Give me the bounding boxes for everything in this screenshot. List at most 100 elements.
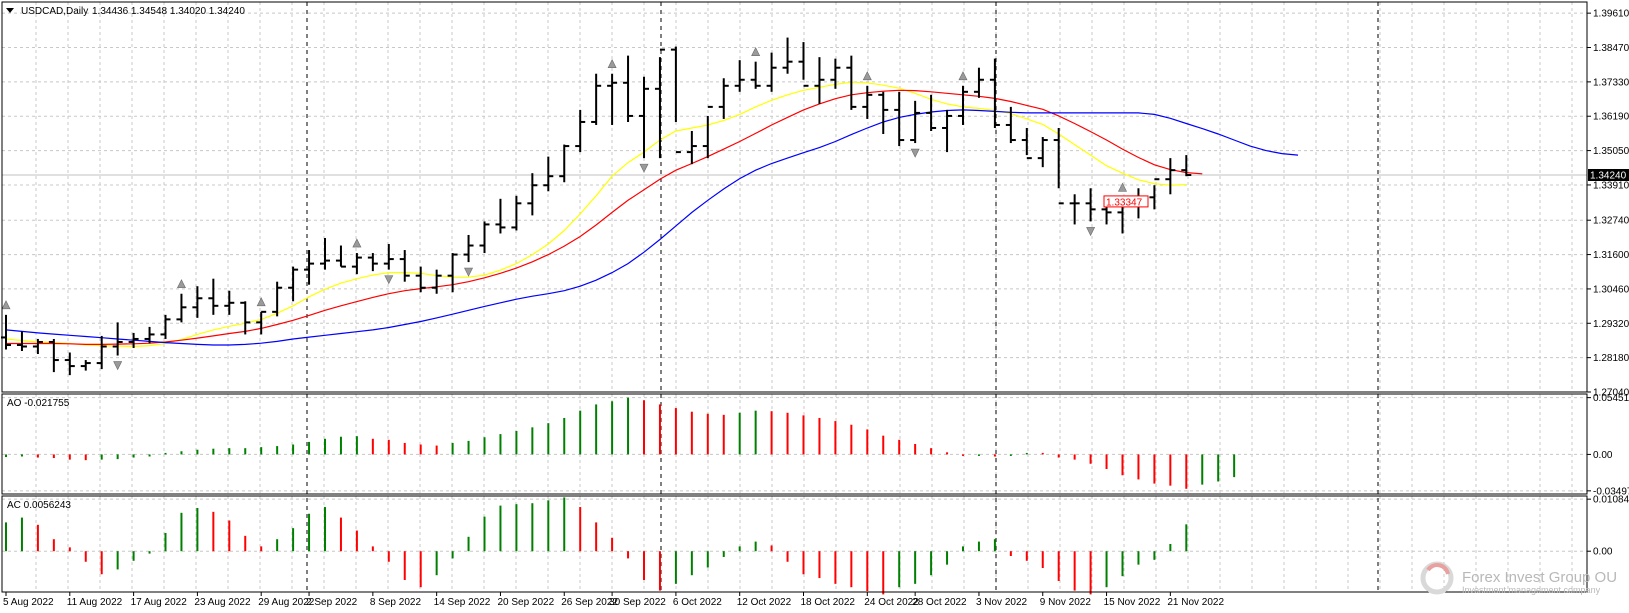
- time-axis-label: 23 Aug 2022: [194, 597, 251, 608]
- moving-averages: [5, 81, 1299, 348]
- fractal-up-marker: [1118, 182, 1127, 192]
- ohlc-bar: [479, 221, 490, 254]
- ohlc-bar: [32, 338, 43, 355]
- fractal-up-marker: [958, 71, 968, 81]
- ohlc-bar: [846, 55, 857, 110]
- ohlc-bar: [383, 244, 394, 270]
- ohlc-bar: [878, 91, 889, 135]
- price-axis-label: 1.38470: [1593, 43, 1629, 54]
- ohlc-bar: [958, 85, 968, 125]
- time-axis-label: 11 Aug 2022: [67, 597, 123, 608]
- time-axis-label: 20 Sep 2022: [497, 597, 554, 608]
- ohlc-bar: [256, 310, 267, 335]
- time-axis-label: 24 Oct 2022: [864, 597, 919, 608]
- fractal-up-marker: [256, 297, 266, 307]
- ao-histogram: [5, 397, 1236, 489]
- price-axis-label: 1.28180: [1593, 353, 1629, 364]
- fractal-down-marker: [464, 267, 474, 277]
- ohlc-bar: [431, 269, 442, 294]
- ao-axis-label: -0.03497: [1593, 486, 1629, 497]
- time-axis-label: 14 Sep 2022: [434, 597, 491, 608]
- ohlc-bar: [798, 42, 809, 87]
- ohlc-bar: [1005, 106, 1016, 144]
- ma-line-1: [6, 89, 1203, 345]
- time-axis-label: 26 Sep 2022: [561, 597, 618, 608]
- time-axis-label: 8 Sep 2022: [370, 597, 422, 608]
- fractal-up-marker: [176, 279, 186, 289]
- ohlc-bar: [989, 58, 1000, 128]
- ohlc-bar: [973, 67, 984, 98]
- ohlc-bar: [1053, 127, 1064, 205]
- ohlc-bar: [830, 58, 841, 89]
- price-panel-border: [1, 1, 1588, 393]
- ohlc-bar: [415, 266, 426, 293]
- fractal-down-marker: [113, 361, 123, 371]
- price-axis-label: 1.32740: [1593, 216, 1629, 227]
- ohlc-bar: [942, 109, 953, 153]
- ohlc-bar: [96, 335, 107, 370]
- ohlc-bar: [367, 253, 378, 272]
- fractal-markers: [1, 47, 1127, 371]
- price-axis-label: 1.36190: [1593, 112, 1629, 123]
- watermark-logo-accent: [1426, 563, 1450, 575]
- annotation-box: [1103, 195, 1149, 208]
- ohlc-bar: [224, 290, 235, 315]
- ac-panel-border: [1, 495, 1588, 593]
- ao-label: AO -0.021755: [7, 398, 70, 409]
- ohlc-bar: [48, 338, 59, 373]
- ohlc-bar: [591, 73, 602, 125]
- ao-axis-label: 0.00: [1593, 450, 1613, 461]
- ac-axis-label: 0.00: [1593, 547, 1613, 558]
- ao-panel-border: [1, 393, 1588, 495]
- ohlc-bar: [782, 37, 793, 74]
- current-price-label: 1.34240: [1590, 170, 1627, 181]
- price-bars: [1, 37, 1192, 376]
- time-axis-label: 30 Sep 2022: [609, 597, 666, 608]
- time-axis-label: 28 Oct 2022: [912, 597, 967, 608]
- time-axis-label: 17 Aug 2022: [131, 597, 188, 608]
- ohlc-bar: [686, 130, 697, 165]
- chart-menu-icon[interactable]: [6, 8, 14, 13]
- ohlc-bar: [623, 55, 634, 122]
- fractal-up-marker: [751, 47, 761, 56]
- ohlc-bar: [463, 234, 474, 263]
- price-axis-label: 1.31600: [1593, 250, 1629, 261]
- fractal-up-marker: [862, 71, 872, 81]
- ohlc-bar: [80, 360, 91, 371]
- ohlc-bar: [511, 195, 522, 231]
- ohlc-bar: [670, 46, 681, 154]
- ohlc-bar: [926, 94, 937, 131]
- current-price-box: [1588, 168, 1629, 181]
- fractal-down-marker: [910, 148, 920, 158]
- ohlc-bar: [814, 57, 825, 104]
- time-axis-label: 15 Nov 2022: [1104, 597, 1161, 608]
- price-annotation: 1.33347: [1103, 195, 1149, 208]
- ohlc-bar: [1165, 158, 1176, 195]
- chart-ohlc-label: 1.34436 1.34548 1.34020 1.34240: [92, 6, 245, 17]
- ohlc-bar: [702, 105, 713, 159]
- ao-axis: 0.054518 0.00 -0.03497: [1587, 393, 1629, 497]
- price-axis-label: 1.29320: [1593, 319, 1629, 330]
- watermark-subtitle: Investment management company: [1462, 585, 1601, 595]
- ohlc-bar: [160, 314, 171, 339]
- price-axis-label: 1.39610: [1593, 9, 1629, 20]
- ohlc-bar: [351, 253, 362, 275]
- ohlc-bar: [447, 253, 458, 293]
- ohlc-bar: [559, 144, 570, 183]
- ohlc-bar: [527, 173, 538, 216]
- ohlc-bar: [1149, 178, 1160, 210]
- ohlc-bar: [272, 281, 283, 317]
- price-axis-label: 1.33910: [1593, 180, 1629, 191]
- ohlc-bar: [495, 198, 506, 234]
- fractal-down-marker: [384, 275, 394, 285]
- ohlc-bar: [718, 78, 729, 119]
- ohlc-bar: [64, 352, 75, 376]
- ohlc-bar: [208, 278, 219, 315]
- price-axis-label: 1.35050: [1593, 146, 1629, 157]
- ma-line-2: [5, 109, 1299, 346]
- ohlc-bar: [1037, 137, 1048, 168]
- ohlc-bar: [128, 332, 139, 348]
- ohlc-bar: [335, 245, 346, 268]
- fractal-down-marker: [639, 163, 649, 173]
